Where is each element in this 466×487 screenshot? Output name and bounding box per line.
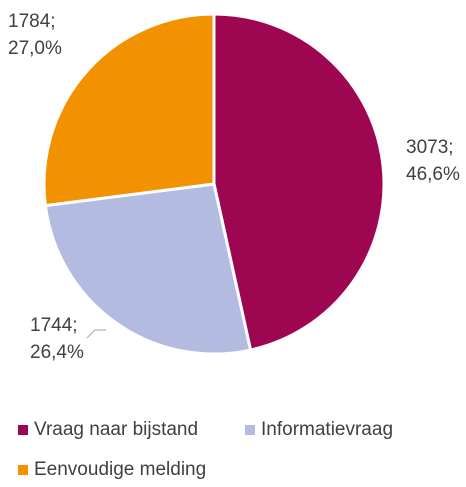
pie-slice <box>43 182 253 356</box>
data-label: 3073; <box>406 137 454 158</box>
data-label: 1784; <box>8 11 56 32</box>
leader-line <box>86 329 106 339</box>
data-label: 26,4% <box>30 342 84 363</box>
legend-label: Vraag naar bijstand <box>34 419 198 440</box>
pie-slice <box>42 12 216 208</box>
data-label: 46,6% <box>406 164 460 185</box>
legend-swatch <box>18 425 28 435</box>
data-label: 27,0% <box>8 38 62 59</box>
pie-slice <box>212 12 386 352</box>
legend-label: Informatievraag <box>261 419 393 440</box>
legend-label: Eenvoudige melding <box>34 459 206 480</box>
legend-swatch <box>245 425 255 435</box>
data-label: 1744; <box>30 315 78 336</box>
legend-swatch <box>18 465 28 475</box>
